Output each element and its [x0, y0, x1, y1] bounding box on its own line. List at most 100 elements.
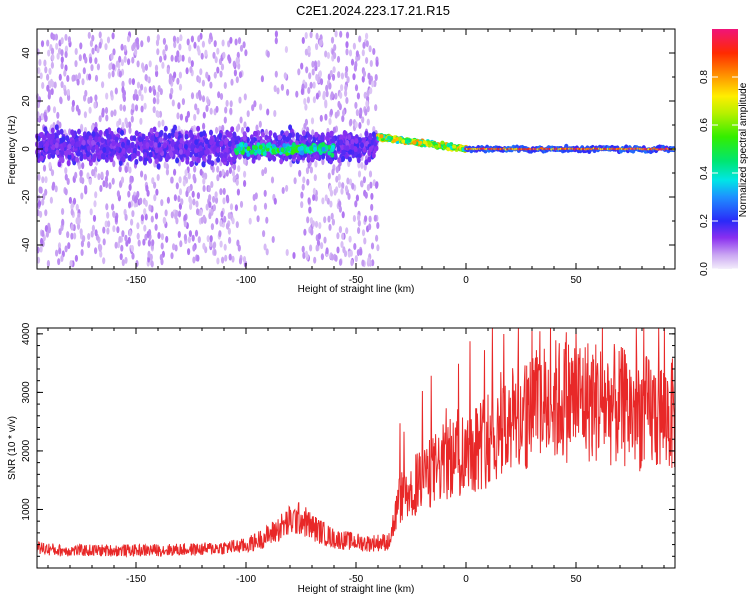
spectrogram-cell: [307, 136, 312, 143]
spectrogram-cell: [243, 170, 247, 178]
spectrogram-cell: [138, 155, 143, 162]
spectrogram-cell: [216, 66, 220, 74]
spectrogram-cell: [334, 30, 338, 38]
spectrogram-cell: [189, 66, 193, 74]
spectrogram-cell: [38, 59, 42, 66]
spectrogram-cell: [50, 47, 55, 55]
spectrogram-cell: [212, 242, 216, 250]
spectrogram-cell: [193, 165, 197, 173]
spectrogram-cell: [318, 143, 322, 149]
spectrogram-cell: [132, 135, 137, 142]
spectrogram-cell: [196, 254, 200, 262]
spectrogram-cell: [180, 198, 184, 206]
spectrogram-cell: [145, 184, 149, 192]
spectrogram-cell: [374, 74, 378, 81]
spectrogram-cell: [87, 97, 91, 104]
spectrogram-cell: [305, 167, 310, 175]
spectrogram-cell: [315, 43, 319, 51]
spectrogram-cell: [111, 177, 115, 185]
spectrogram-cell: [196, 192, 200, 200]
spectrogram-cell: [179, 34, 183, 42]
spectrogram-cell: [330, 212, 334, 220]
spectrogram-cell: [37, 96, 42, 104]
spectrogram-cell: [301, 183, 305, 191]
spectrogram-cell: [206, 235, 210, 243]
spectrogram-cell: [342, 109, 346, 117]
spectrogram-cell: [236, 51, 240, 59]
spectrogram-cell: [143, 224, 147, 232]
spectrogram-cell: [304, 118, 308, 126]
spectrogram-cell: [219, 140, 224, 147]
spectrogram-cell: [318, 70, 322, 78]
spectrogram-cell: [132, 42, 136, 50]
spectrogram-cell: [181, 54, 185, 62]
spectrogram-cell: [205, 148, 209, 155]
spectrogram-cell: [369, 181, 373, 189]
spectrogram-cell: [208, 194, 212, 202]
spectrogram-cell: [232, 163, 237, 171]
spectrogram-cell: [165, 168, 169, 176]
spectrogram-cell: [56, 129, 61, 136]
spectrogram-cell: [59, 128, 64, 135]
spectrogram-cell: [315, 92, 319, 100]
spectrogram-cell: [132, 152, 137, 159]
spectrogram-cell: [273, 110, 277, 117]
spectrogram-cell: [317, 232, 321, 240]
spectrogram-cell: [161, 119, 165, 127]
spectrogram-cell: [346, 76, 350, 84]
spectrogram-cell: [45, 230, 50, 238]
spectrogram-panel: -150 -100 -50 0 50 -40 -20 0 20 40 Height of str…: [7, 28, 676, 295]
spectrogram-cell: [309, 81, 313, 89]
spectrogram-cell: [177, 231, 181, 238]
spectrogram-x-tick-label: -50: [349, 275, 364, 286]
spectrogram-cell: [355, 109, 359, 117]
spectrogram-cell: [116, 241, 121, 249]
spectrogram-cell: [156, 153, 161, 160]
spectrogram-cell: [198, 93, 202, 101]
spectrogram-cell: [173, 71, 177, 79]
spectrogram-cell: [285, 130, 289, 137]
spectrogram-cell: [127, 58, 131, 66]
spectrogram-cell: [280, 147, 285, 153]
spectrogram-cell: [170, 54, 174, 62]
spectrogram-y-tick-label: 40: [21, 47, 32, 59]
spectrogram-cell: [212, 195, 216, 203]
spectrogram-cell: [124, 166, 128, 173]
spectrogram-cell: [304, 32, 308, 39]
spectrogram-cell: [367, 72, 371, 80]
spectrogram-cell: [92, 214, 97, 222]
spectrogram-cell: [37, 67, 41, 75]
spectrogram-cell: [305, 66, 309, 74]
spectrogram-cell: [97, 173, 101, 181]
spectrogram-cell: [324, 194, 328, 202]
spectrogram-cell: [239, 116, 243, 124]
spectrogram-cell: [199, 168, 203, 176]
spectrogram-cell: [343, 130, 348, 137]
spectrogram-cell: [356, 157, 361, 164]
spectrogram-cell: [336, 55, 341, 63]
spectrogram-cell: [154, 223, 158, 231]
spectrogram-cell: [375, 59, 379, 67]
spectrogram-cell: [202, 177, 206, 185]
spectrogram-cell: [156, 174, 160, 181]
spectrogram-cell: [66, 231, 70, 239]
snr-x-tick-label: -150: [126, 574, 146, 585]
spectrogram-cell: [66, 160, 71, 167]
spectrogram-marks: [35, 30, 676, 268]
spectrogram-cell: [215, 217, 219, 225]
spectrogram-cell: [363, 163, 367, 171]
spectrogram-cell: [120, 59, 124, 67]
spectrogram-cell: [348, 178, 353, 186]
spectrogram-cell: [353, 243, 357, 250]
spectrogram-cell: [348, 235, 352, 243]
spectrogram-cell: [44, 209, 48, 217]
spectrogram-cell: [55, 149, 60, 156]
spectrogram-cell: [86, 145, 91, 152]
spectrogram-cell: [209, 107, 213, 115]
spectrogram-cell: [372, 48, 376, 55]
spectrogram-cell: [295, 133, 300, 140]
spectrogram-cell: [81, 78, 85, 86]
spectrogram-cell: [235, 125, 239, 133]
spectrogram-cell: [265, 248, 269, 256]
spectrogram-cell: [107, 71, 111, 79]
